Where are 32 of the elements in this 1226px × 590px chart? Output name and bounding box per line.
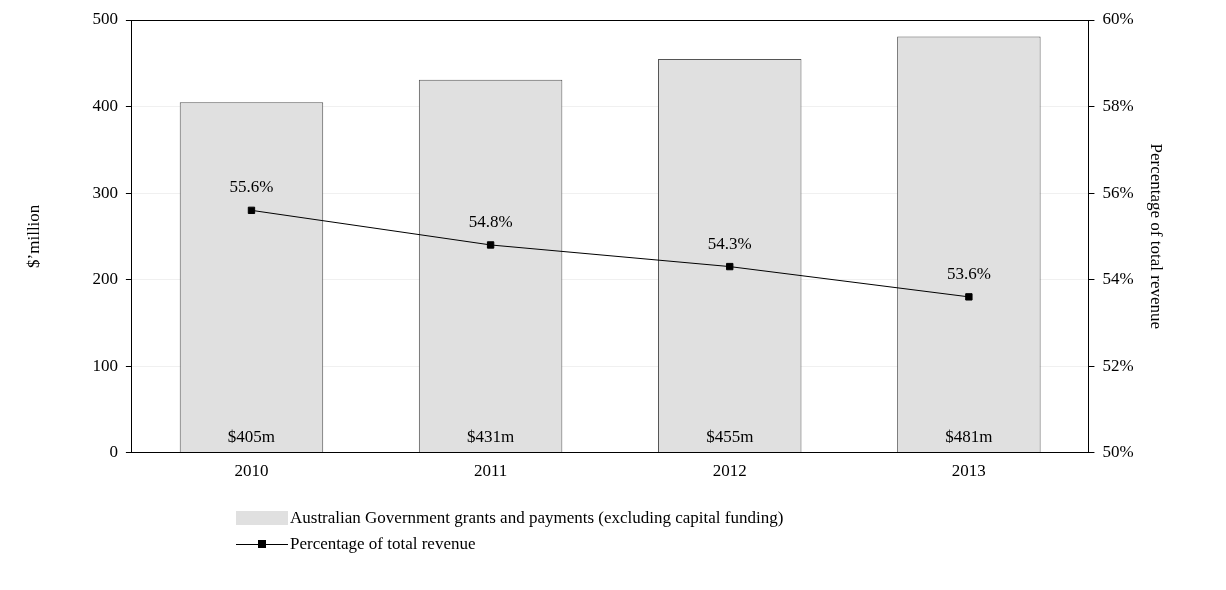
data-label: $481m bbox=[945, 427, 993, 447]
legend-label: Australian Government grants and payments (excluding capital funding) bbox=[290, 508, 784, 528]
y2-tick-label: 60% bbox=[1102, 9, 1134, 29]
y2-tick-label: 50% bbox=[1102, 442, 1134, 462]
y-tick-label: 200 bbox=[92, 269, 118, 289]
y-axis-title: $’million bbox=[23, 204, 43, 268]
x-tick-label: 2012 bbox=[712, 461, 747, 481]
data-label: 55.6% bbox=[229, 177, 274, 197]
y-tick-label: 500 bbox=[92, 9, 118, 29]
data-label: 54.8% bbox=[468, 211, 513, 231]
y-tick-label: 400 bbox=[92, 95, 118, 115]
y-tick-label: 100 bbox=[92, 355, 118, 375]
data-label: $455m bbox=[706, 427, 754, 447]
data-label: 54.3% bbox=[707, 233, 752, 253]
x-tick-label: 2010 bbox=[234, 461, 269, 481]
data-label: $431m bbox=[466, 427, 515, 447]
point bbox=[726, 262, 734, 271]
y2-tick-label: 58% bbox=[1102, 95, 1134, 115]
legend-label: Percentage of total revenue bbox=[290, 534, 476, 554]
data-label: $405m bbox=[227, 427, 276, 447]
point bbox=[965, 293, 973, 301]
x-tick-label: 2011 bbox=[473, 461, 508, 481]
point bbox=[486, 241, 495, 249]
y2-axis-title: Percentage of total revenue bbox=[1147, 143, 1167, 330]
y2-tick-label: 56% bbox=[1102, 182, 1134, 202]
y2-tick-label: 54% bbox=[1102, 269, 1134, 289]
point bbox=[247, 206, 256, 215]
y2-tick-label: 52% bbox=[1102, 355, 1134, 375]
y-tick-label: 0 bbox=[109, 442, 118, 462]
data-label: 53.6% bbox=[946, 263, 991, 283]
x-tick-label: 2013 bbox=[951, 461, 986, 481]
y-tick-label: 300 bbox=[92, 182, 118, 202]
